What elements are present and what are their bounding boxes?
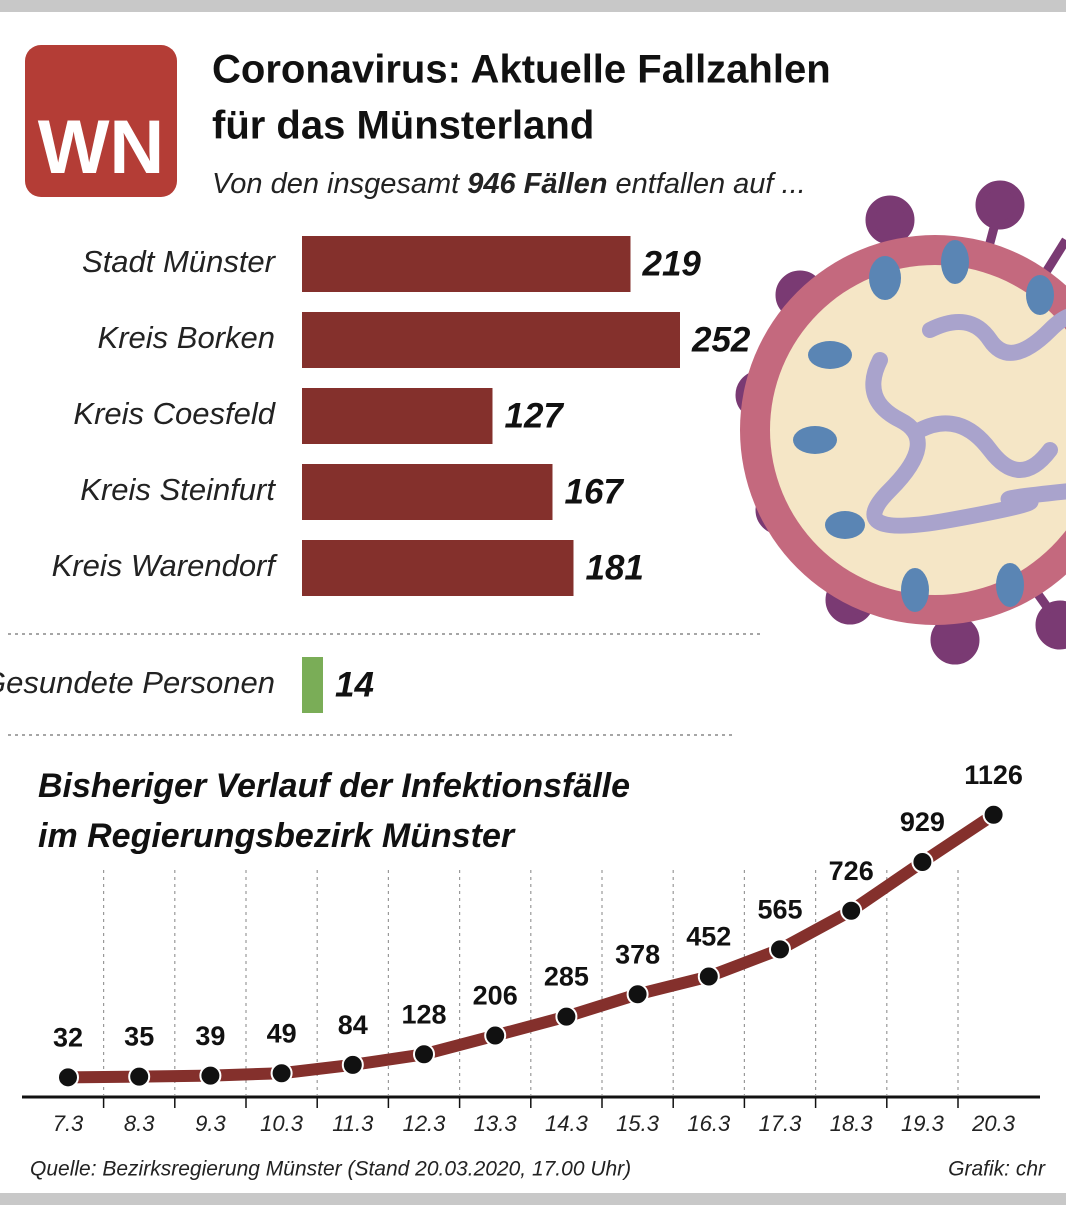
value-label: 84 — [338, 1010, 368, 1040]
point — [57, 1066, 79, 1089]
value-label: 565 — [757, 895, 802, 925]
point — [270, 1062, 293, 1085]
category-label: Kreis Coesfeld — [73, 396, 276, 431]
value-label: 452 — [686, 922, 731, 952]
value-label: 127 — [505, 396, 565, 435]
bar — [302, 388, 493, 444]
value-label: 128 — [401, 999, 446, 1029]
value-label: 378 — [615, 939, 660, 969]
title-line: Coronavirus: Aktuelle Fallzahlen — [212, 48, 831, 92]
x-tick-label: 15.3 — [616, 1111, 660, 1136]
value-label: 1126 — [964, 760, 1023, 790]
value-label: 35 — [124, 1022, 154, 1052]
x-tick-label: 16.3 — [687, 1111, 731, 1136]
point — [911, 851, 934, 874]
point — [484, 1024, 507, 1047]
virus-illustration — [735, 180, 1066, 665]
value-label: 252 — [691, 320, 751, 359]
point — [840, 899, 863, 922]
source: Quelle: Bezirksregierung Münster (Stand … — [30, 1158, 631, 1181]
x-tick-label: 13.3 — [474, 1111, 518, 1136]
value-label: 49 — [267, 1018, 297, 1048]
line-chart-title: im Regierungsbezirk Münster — [38, 817, 516, 855]
x-tick-label: 10.3 — [260, 1111, 304, 1136]
top-strip — [0, 0, 1066, 12]
credit: Grafik: chr — [948, 1158, 1046, 1181]
x-tick-label: 12.3 — [403, 1111, 447, 1136]
value-label: 206 — [473, 981, 518, 1011]
subtitle: Von den insgesamt 946 Fällen entfallen auf… — [212, 168, 806, 200]
value-label: 14 — [335, 665, 374, 704]
x-tick-label: 14.3 — [545, 1111, 589, 1136]
x-tick-label: 7.3 — [53, 1111, 84, 1136]
bar — [302, 540, 574, 596]
marks: Stadt Münster 219 Kreis Borken 252 Kreis Coe… — [0, 236, 1023, 1136]
value-label: 181 — [586, 548, 644, 587]
point — [626, 983, 649, 1006]
line-chart-title: Bisheriger Verlauf der Infektionsfälle — [38, 767, 630, 805]
value-label: 726 — [829, 856, 874, 886]
bar — [302, 657, 323, 713]
point — [341, 1053, 364, 1076]
logo-box — [25, 45, 177, 197]
title-line: für das Münsterland — [212, 104, 594, 148]
value-label: 285 — [544, 962, 589, 992]
point — [128, 1065, 151, 1088]
category-label: Kreis Borken — [98, 320, 275, 355]
point — [769, 938, 791, 961]
x-tick-label: 17.3 — [759, 1111, 803, 1136]
subtitle-text: entfallen auf ... — [615, 168, 805, 200]
category-label: Kreis Steinfurt — [80, 472, 276, 507]
bottom-strip — [0, 1193, 1066, 1205]
x-tick-label: 20.3 — [971, 1111, 1016, 1136]
x-tick-label: 18.3 — [830, 1111, 874, 1136]
point — [697, 965, 720, 988]
category-label: Gesundete Personen — [0, 665, 275, 700]
value-label: 32 — [53, 1022, 83, 1052]
value-label: 219 — [642, 244, 702, 283]
subtitle-text: Von den insgesamt — [212, 168, 461, 200]
category-label: Stadt Münster — [82, 244, 277, 279]
logo: WN — [38, 105, 165, 190]
value-label: 167 — [565, 472, 625, 511]
bar — [302, 464, 553, 520]
x-tick-label: 9.3 — [195, 1111, 226, 1136]
x-tick-label: 19.3 — [901, 1111, 945, 1136]
value-label: 929 — [900, 807, 945, 837]
line — [67, 809, 997, 1084]
point — [413, 1043, 435, 1066]
point — [199, 1064, 222, 1087]
bar — [302, 236, 631, 292]
category-label: Kreis Warendorf — [52, 548, 279, 583]
x-tick-label: 8.3 — [124, 1111, 155, 1136]
subtitle-total: 946 Fällen — [467, 168, 607, 200]
bar — [302, 312, 680, 368]
point — [555, 1005, 578, 1028]
point — [982, 803, 1005, 826]
x-tick-label: 11.3 — [332, 1111, 374, 1136]
value-label: 39 — [195, 1021, 225, 1051]
